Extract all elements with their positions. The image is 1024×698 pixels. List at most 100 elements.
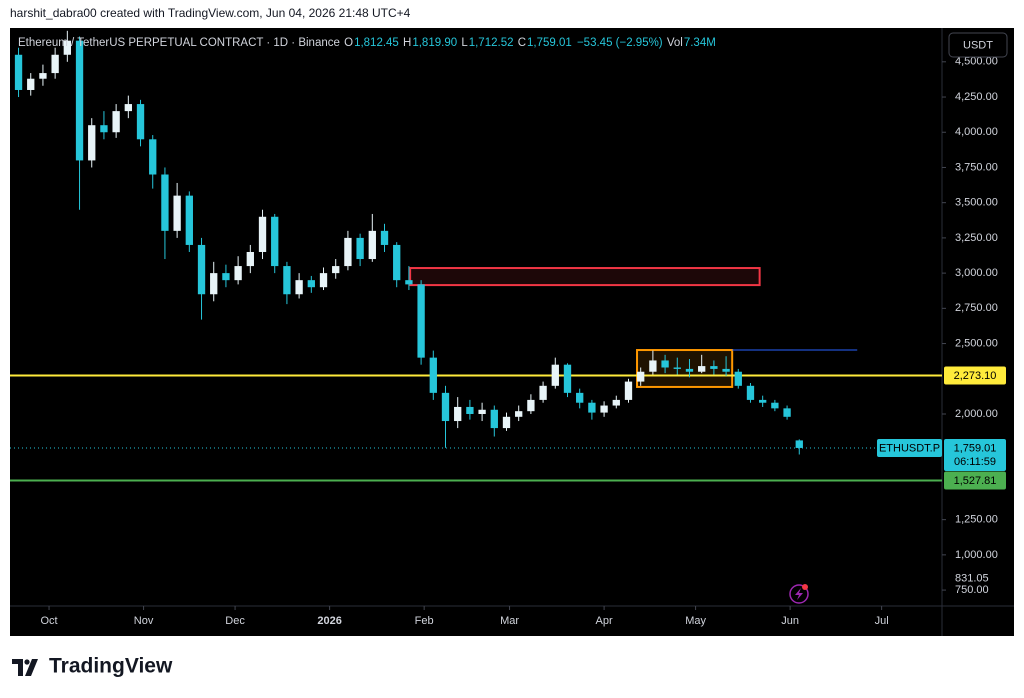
y-tick-label: 2,500.00 bbox=[955, 337, 998, 349]
legend-ohlc: O1,812.45 H1,819.90 L1,712.52 C1,759.01 bbox=[344, 37, 576, 49]
x-tick-label: Oct bbox=[40, 615, 57, 627]
candle-body bbox=[380, 230, 389, 245]
candle-body bbox=[344, 237, 352, 267]
candle-body bbox=[563, 364, 572, 393]
price-badge-label: 1,759.01 bbox=[954, 442, 997, 454]
legend-ohlc-value: 1,819.90 bbox=[412, 37, 458, 49]
candle-body bbox=[124, 104, 132, 112]
candle-body bbox=[295, 280, 303, 295]
candle-body bbox=[795, 440, 803, 448]
candle-body bbox=[478, 409, 486, 414]
legend-volume: 7.34M bbox=[683, 37, 716, 49]
chart-frame bbox=[10, 28, 1014, 636]
legend-change: −53.45 (−2.95%) bbox=[576, 37, 663, 49]
candle-body bbox=[161, 174, 169, 231]
candle-body bbox=[332, 266, 340, 274]
y-tick-label: 2,000.00 bbox=[955, 408, 998, 420]
y-tick-label: 4,000.00 bbox=[955, 126, 998, 138]
candle-body bbox=[112, 111, 120, 133]
candle-body bbox=[100, 125, 108, 133]
y-tick-label: 750.00 bbox=[955, 584, 989, 596]
candle-body bbox=[454, 406, 462, 422]
candle-body bbox=[588, 402, 596, 413]
x-tick-label: Nov bbox=[134, 615, 154, 627]
x-tick-label: Apr bbox=[596, 615, 613, 627]
plot bbox=[10, 30, 942, 482]
legend-ohlc-key: H bbox=[403, 37, 412, 49]
candle-body bbox=[14, 54, 23, 90]
candle-body bbox=[356, 237, 364, 260]
y-tick-label: 3,750.00 bbox=[955, 161, 998, 173]
candle-body bbox=[661, 360, 669, 368]
candle-body bbox=[685, 368, 694, 372]
candle-body bbox=[246, 251, 254, 267]
candle-body bbox=[759, 399, 767, 403]
lightning-icon bbox=[789, 584, 809, 604]
header: harshit_dabra00 created with TradingView… bbox=[10, 6, 411, 20]
candle-body bbox=[637, 371, 645, 382]
candle-body bbox=[698, 366, 706, 372]
symbol-tag bbox=[877, 438, 942, 457]
candle-body bbox=[185, 195, 193, 245]
candle-body bbox=[771, 402, 779, 409]
candle-body bbox=[539, 385, 547, 400]
x-tick-label: Dec bbox=[225, 615, 245, 627]
x-tick-label: 2026 bbox=[317, 615, 341, 627]
zone bbox=[409, 267, 761, 287]
y-tick-label: 3,250.00 bbox=[955, 232, 998, 244]
candle-body bbox=[502, 416, 511, 429]
symbol-tag-label: ETHUSDT.P bbox=[879, 442, 940, 454]
candle-body bbox=[722, 368, 730, 372]
y-tick-label: 4,250.00 bbox=[955, 91, 998, 103]
candle-body bbox=[173, 195, 181, 231]
price-badge bbox=[944, 438, 1006, 471]
candle-body bbox=[551, 364, 559, 386]
candle-body bbox=[222, 273, 230, 281]
legend-volume-key: Vol bbox=[666, 37, 683, 49]
candle-body bbox=[63, 40, 71, 55]
candle-body bbox=[734, 371, 742, 386]
legend-ohlc-value: 1,812.45 bbox=[354, 37, 399, 49]
candle-body bbox=[405, 280, 413, 285]
candle-body bbox=[515, 411, 523, 417]
candle-body bbox=[136, 104, 145, 140]
currency-button[interactable] bbox=[948, 32, 1008, 58]
legend-symbol: Ethereum / TetherUS PERPETUAL CONTRACT ·… bbox=[18, 37, 340, 49]
candle-body bbox=[710, 366, 718, 369]
candle-body bbox=[612, 399, 620, 406]
candle-body bbox=[576, 392, 584, 403]
candle-body bbox=[466, 406, 474, 414]
candle-body bbox=[649, 360, 657, 372]
candle-body bbox=[600, 405, 608, 413]
candle-body bbox=[368, 230, 376, 260]
countdown: 06:11:59 bbox=[954, 456, 996, 468]
candle-body bbox=[149, 139, 157, 175]
candle-body bbox=[490, 409, 498, 429]
x-tick-label: Jul bbox=[875, 615, 889, 627]
candle-body bbox=[258, 216, 267, 252]
brand-logo bbox=[12, 659, 38, 676]
candle-body bbox=[51, 54, 59, 74]
legend: Ethereum / TetherUS PERPETUAL CONTRACT ·… bbox=[18, 37, 717, 49]
candle-body bbox=[197, 244, 206, 295]
candle-body bbox=[27, 78, 35, 90]
y-tick-label: 3,000.00 bbox=[955, 267, 998, 279]
candle-body bbox=[783, 408, 791, 417]
candle-body bbox=[39, 73, 47, 79]
x-tick-label: Jun bbox=[781, 615, 799, 627]
candle-body bbox=[75, 40, 84, 161]
candle-body bbox=[417, 284, 425, 358]
candle-body bbox=[393, 244, 401, 281]
legend-ohlc-value: 1,712.52 bbox=[468, 37, 514, 49]
y-tick-label: 4,500.00 bbox=[955, 56, 998, 68]
level-label: 2,273.10 bbox=[954, 370, 997, 382]
candle-body bbox=[210, 273, 218, 295]
level-label: 1,527.81 bbox=[954, 475, 997, 487]
candle-body bbox=[624, 381, 633, 400]
candle-body bbox=[88, 125, 96, 161]
candle-body bbox=[319, 273, 328, 288]
candle-body bbox=[746, 385, 755, 400]
x-tick-label: May bbox=[685, 615, 706, 627]
candle-body bbox=[441, 392, 450, 422]
candle-body bbox=[527, 399, 535, 412]
